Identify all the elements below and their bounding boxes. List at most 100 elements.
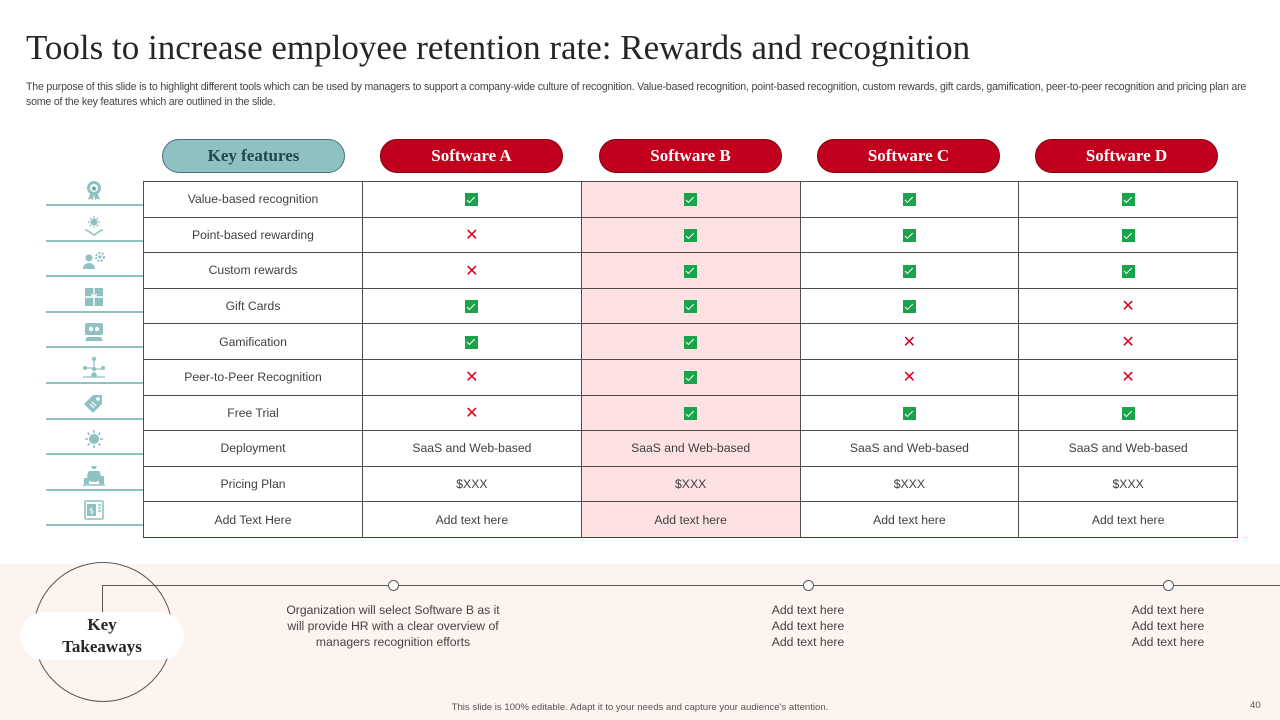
check-cell (580, 216, 801, 254)
check-cell (799, 394, 1020, 432)
check-icon (465, 193, 479, 207)
value-cell: Add text here (1018, 501, 1238, 538)
feature-cell: Peer-to-Peer Recognition (143, 358, 363, 396)
cloud-gear-icon (80, 426, 108, 452)
side-divider (46, 453, 143, 456)
gift-card-icon (80, 284, 108, 310)
check-icon (902, 264, 916, 278)
takeaway-note-line: Organization will select Software B as i… (286, 603, 500, 617)
feature-cell: Free Trial (143, 394, 363, 432)
takeaway-note-line: Add text here (771, 635, 845, 649)
value-cell: SaaS and Web-based (580, 430, 801, 467)
value-cell: SaaS and Web-based (1018, 430, 1238, 467)
feature-cell: Gift Cards (143, 287, 363, 325)
check-icon (684, 264, 698, 278)
check-icon (1121, 229, 1135, 243)
value-cell: $XXX (362, 465, 582, 503)
check-cell (1018, 181, 1238, 218)
feature-cell: Gamification (143, 323, 363, 360)
check-cell (1018, 394, 1238, 432)
value-cell: Add text here (580, 501, 801, 538)
check-cell (799, 287, 1020, 325)
value-cell: Add text here (799, 501, 1020, 538)
check-cell (580, 181, 801, 218)
takeaway-note-line: Add text here (1131, 603, 1205, 617)
side-divider (46, 204, 143, 206)
takeaway-note-2: Add text here Add text here Add text her… (728, 602, 888, 650)
key-takeaways-label: Key Takeaways (20, 612, 184, 660)
check-cell (799, 216, 1020, 254)
check-cell (580, 394, 801, 432)
check-cell (580, 287, 801, 325)
cross-icon: ✕ (465, 405, 479, 422)
person-gear-icon (80, 248, 108, 274)
software-d-header: Software D (1035, 139, 1218, 173)
svg-text:$: $ (89, 507, 94, 516)
value-cell: SaaS and Web-based (362, 430, 582, 467)
software-b-header: Software B (599, 139, 782, 173)
comparison-table: Value-based recognition Point-based rewar… (143, 181, 1238, 538)
software-c-header: Software C (817, 139, 1000, 173)
cross-icon: ✕ (1121, 298, 1135, 316)
cross-icon: ✕ (1121, 369, 1135, 387)
check-cell (580, 358, 801, 396)
check-icon (684, 407, 698, 420)
takeaway-note-line: Add text here (771, 619, 845, 633)
page-subtitle: The purpose of this slide is to highligh… (26, 81, 1247, 108)
timeline-dot (803, 580, 814, 591)
check-icon (902, 407, 916, 420)
award-icon (80, 177, 108, 203)
check-icon (465, 300, 479, 314)
feature-cell: Deployment (143, 430, 363, 467)
check-icon (902, 300, 916, 314)
check-icon (902, 229, 916, 243)
value-cell: $XXX (1018, 465, 1238, 503)
takeaway-note-line: managers recognition efforts (315, 635, 471, 649)
feature-cell: Value-based recognition (143, 181, 363, 218)
cross-cell: ✕ (362, 216, 582, 254)
check-cell (1018, 216, 1238, 254)
table-row: Add Text Here Add text here Add text here A… (143, 501, 1238, 538)
check-icon (1121, 264, 1135, 278)
feature-cell: Point-based rewarding (143, 216, 363, 254)
check-icon (684, 335, 698, 349)
check-cell (362, 323, 582, 360)
people-network-icon (80, 355, 108, 381)
table-row: Value-based recognition (143, 181, 1238, 218)
footer-note: This slide is 100% editable. Adapt it to… (451, 702, 829, 713)
check-icon (465, 335, 479, 349)
side-divider (46, 382, 143, 384)
cross-cell: ✕ (1018, 358, 1238, 396)
cross-cell: ✕ (362, 358, 582, 396)
check-cell (1018, 252, 1238, 289)
timeline-dot (1163, 580, 1174, 591)
value-cell: Add text here (362, 501, 582, 538)
value-cell: $XXX (580, 465, 801, 503)
calculator-icon: $ (80, 497, 108, 523)
table-row: Gift Cards ✕ (143, 287, 1238, 325)
side-divider (46, 417, 143, 420)
side-divider (46, 488, 143, 491)
cross-icon: ✕ (465, 369, 479, 387)
table-row: Pricing Plan $XXX $XXX $XXX $XXX (143, 465, 1238, 503)
feature-cell: Custom rewards (143, 252, 363, 289)
check-cell (799, 181, 1020, 218)
game-controller-icon (80, 319, 108, 345)
check-icon (684, 300, 698, 314)
cross-cell: ✕ (362, 252, 582, 289)
takeaway-note-line: Add text here (1131, 635, 1205, 649)
side-divider (46, 524, 143, 527)
cross-cell: ✕ (362, 394, 582, 432)
feature-cell: Pricing Plan (143, 465, 363, 503)
table-row: Point-based rewarding ✕ (143, 216, 1238, 254)
side-divider (46, 346, 143, 349)
check-icon (902, 193, 916, 207)
takeaway-note-3: Add text here Add text here Add text her… (1088, 602, 1248, 650)
check-icon (684, 193, 698, 207)
cross-cell: ✕ (799, 323, 1020, 360)
takeaway-note-line: Add text here (1131, 619, 1205, 633)
money-bag-icon (80, 462, 108, 488)
timeline-line (102, 585, 1280, 586)
table-row: Peer-to-Peer Recognition ✕ ✕ ✕ (143, 358, 1238, 396)
check-cell (580, 323, 801, 360)
